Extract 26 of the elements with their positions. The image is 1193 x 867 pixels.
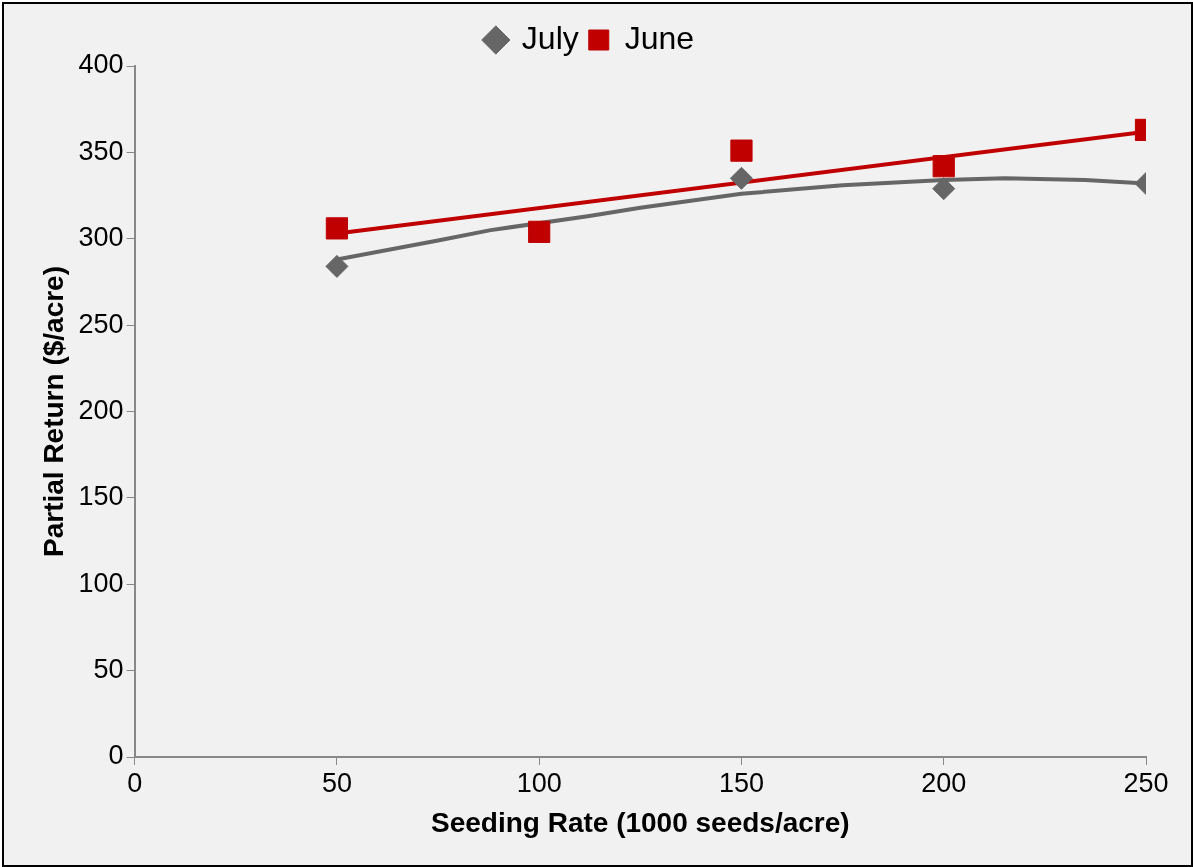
point	[325, 217, 349, 240]
y-tick-label: 100	[78, 567, 124, 598]
x-tick-label: 250	[1123, 767, 1169, 798]
y-tick-label: 350	[78, 135, 124, 166]
x-axis-title: Seeding Rate (1000 seeds/acre)	[430, 806, 850, 838]
y-tick-label: 150	[78, 481, 124, 512]
y-tick-label: 400	[78, 49, 124, 80]
x-tick-label: 50	[321, 767, 352, 798]
point	[325, 254, 349, 278]
point	[729, 166, 753, 190]
y-tick-label: 50	[93, 654, 124, 685]
point	[528, 220, 551, 243]
y-tick-label: 0	[108, 740, 124, 771]
x-tick-label: 0	[127, 767, 143, 798]
legend-label: June	[624, 19, 695, 56]
point	[932, 155, 955, 178]
y-tick-label: 250	[78, 308, 124, 339]
y-tick-label: 200	[78, 394, 124, 425]
x-tick-label: 100	[516, 767, 562, 798]
point	[730, 139, 753, 162]
point	[932, 177, 956, 201]
x-tick-label: 200	[921, 767, 967, 798]
y-axis-title: Partial Return ($/acre)	[37, 266, 69, 557]
x-tick-label: 150	[718, 767, 764, 798]
y-tick-label: 300	[78, 222, 124, 253]
legend-label: July	[521, 19, 579, 56]
